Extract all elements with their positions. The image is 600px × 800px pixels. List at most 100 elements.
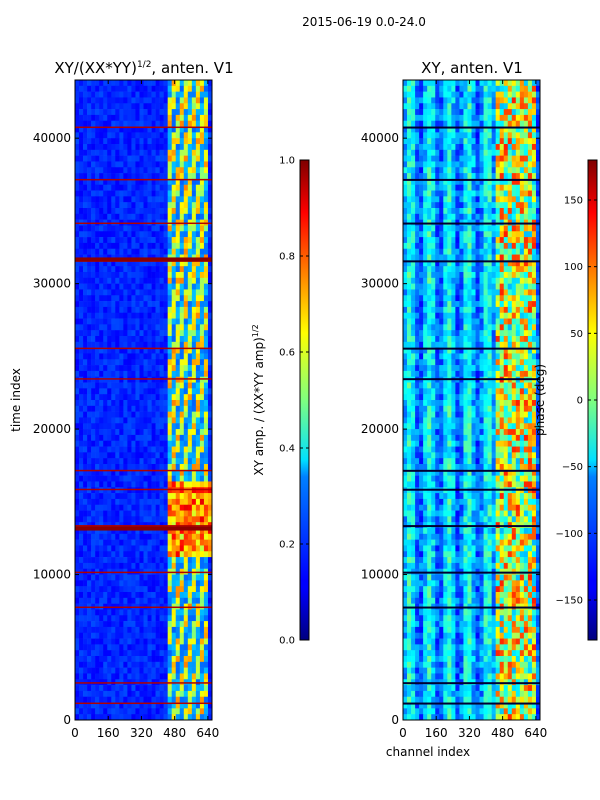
heatmap-cell (411, 272, 416, 279)
heatmap-cell (91, 173, 96, 180)
heatmap-cell (131, 493, 136, 500)
heatmap-cell (131, 272, 136, 279)
heatmap-cell (155, 318, 160, 325)
heatmap-cell (131, 330, 136, 337)
heatmap-cell (135, 347, 140, 354)
heatmap-cell (199, 434, 205, 442)
heatmap-cell (507, 161, 513, 168)
heatmap-cell (195, 609, 201, 616)
heatmap-cell (123, 667, 128, 674)
heatmap-cell (163, 440, 168, 447)
heatmap-cell (87, 97, 92, 104)
heatmap-cell (95, 475, 100, 482)
heatmap-cell (99, 690, 104, 698)
heatmap-cell (515, 231, 521, 238)
heatmap-cell (203, 557, 209, 564)
heatmap-cell (447, 173, 452, 180)
heatmap-cell (103, 650, 108, 657)
heatmap-cell (127, 336, 132, 343)
heatmap-cell (99, 661, 104, 668)
heatmap-cell (119, 714, 124, 721)
heatmap-cell (195, 190, 201, 197)
heatmap-cell (183, 632, 189, 639)
heatmap-cell (87, 510, 92, 517)
heatmap-cell (443, 109, 448, 116)
heatmap-cell (135, 184, 140, 191)
heatmap-cell (107, 667, 112, 674)
heatmap-cell (111, 690, 116, 698)
heatmap-cell (511, 114, 517, 122)
heatmap-cell (75, 516, 80, 523)
heatmap-cell (499, 184, 505, 191)
heatmap-cell (139, 306, 144, 314)
heatmap-cell (171, 708, 177, 715)
heatmap-cell (207, 190, 213, 197)
heatmap-cell (111, 429, 116, 436)
heatmap-cell (163, 103, 168, 110)
heatmap-cell (443, 266, 448, 273)
heatmap-cell (123, 574, 128, 581)
heatmap-cell (139, 144, 144, 151)
heatmap-cell (79, 144, 84, 151)
heatmap-cell (471, 237, 476, 244)
heatmap-cell (99, 516, 104, 523)
heatmap-cell (131, 510, 136, 517)
heatmap-cell (131, 481, 136, 488)
heatmap-cell (147, 685, 152, 692)
heatmap-cell (503, 242, 509, 250)
heatmap-cell (523, 103, 529, 110)
heatmap-cell (131, 586, 136, 593)
heatmap-cell (119, 312, 124, 319)
heatmap-cell (127, 487, 132, 494)
heatmap-cell (131, 196, 136, 203)
heatmap-cell (187, 632, 193, 639)
heatmap-cell (103, 266, 108, 273)
heatmap-cell (131, 208, 136, 215)
heatmap-cell (151, 266, 156, 273)
heatmap-cell (459, 260, 464, 267)
heatmap-cell (107, 400, 112, 407)
heatmap-cell (163, 312, 168, 319)
heatmap-cell (195, 458, 201, 465)
heatmap-cell (75, 242, 80, 250)
heatmap-cell (151, 289, 156, 296)
heatmap-cell (415, 277, 420, 284)
heatmap-cell (443, 85, 448, 92)
heatmap-cell (99, 306, 104, 314)
heatmap-cell (103, 516, 108, 523)
heatmap-cell (195, 487, 201, 494)
heatmap-cell (439, 85, 444, 92)
heatmap-cell (135, 696, 140, 703)
heatmap-cell (95, 632, 100, 639)
heatmap-cell (91, 498, 96, 506)
heatmap-cell (79, 178, 84, 186)
heatmap-cell (123, 306, 128, 314)
heatmap-cell (183, 597, 189, 604)
heatmap-cell (95, 574, 100, 581)
heatmap-cell (535, 132, 541, 139)
heatmap-cell (111, 423, 116, 430)
heatmap-cell (415, 260, 420, 267)
heatmap-cell (179, 144, 185, 151)
heatmap-cell (403, 114, 408, 122)
heatmap-cell (179, 382, 185, 389)
heatmap-cell (147, 213, 152, 220)
heatmap-cell (159, 202, 164, 209)
heatmap-cell (143, 138, 148, 145)
heatmap-cell (467, 144, 472, 151)
heatmap-cell (187, 260, 193, 267)
heatmap-cell (447, 196, 452, 203)
heatmap-cell (183, 231, 189, 238)
heatmap-cell (159, 208, 164, 215)
heatmap-cell (95, 621, 100, 628)
heatmap-cell (127, 597, 132, 604)
heatmap-cell (163, 667, 168, 674)
heatmap-cell (495, 260, 501, 267)
heatmap-cell (115, 266, 120, 273)
heatmap-cell (75, 667, 80, 674)
heatmap-cell (159, 97, 164, 104)
heatmap-cell (123, 446, 128, 453)
heatmap-cell (115, 481, 120, 488)
heatmap-cell (99, 178, 104, 186)
heatmap-cell (119, 434, 124, 442)
